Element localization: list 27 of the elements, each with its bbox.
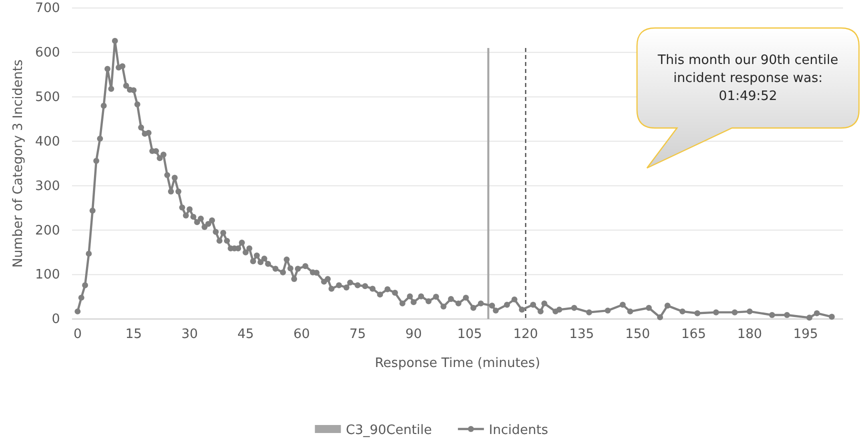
x-tick-label: 150 — [625, 327, 650, 342]
legend-label: C3_90Centile — [346, 423, 432, 438]
x-tick-label: 180 — [737, 327, 762, 342]
x-tick-label: 105 — [457, 327, 482, 342]
y-tick-label: 400 — [35, 134, 60, 150]
y-tick-label: 100 — [35, 268, 60, 283]
x-tick-label: 195 — [793, 327, 818, 342]
x-tick-label: 0 — [73, 327, 82, 342]
y-tick-label: 600 — [35, 46, 60, 61]
annotation: This month our 90th centile incident response was: 01:49:52 — [656, 53, 838, 104]
y-tick-label: 300 — [35, 178, 60, 194]
x-tick-label: 45 — [237, 327, 254, 342]
y-tick-label: 0 — [52, 312, 60, 328]
x-tick-label: 30 — [181, 327, 198, 342]
x-tick-label: 120 — [513, 327, 538, 342]
x-tick-label: 75 — [349, 327, 366, 342]
x-tick-label: 60 — [293, 327, 310, 342]
y-tick-label: 200 — [35, 223, 60, 238]
legend-label: Incidents — [488, 423, 548, 438]
x-tick-label: 135 — [569, 327, 594, 342]
y-tick-label: 700 — [35, 1, 60, 16]
y-axis-title: Number of Category 3 Incidents — [11, 59, 26, 268]
x-tick-label: 90 — [405, 327, 422, 342]
x-axis-title: Response Time (minutes) — [374, 356, 540, 371]
y-tick-label: 500 — [35, 90, 60, 106]
x-tick-label: 15 — [125, 327, 142, 342]
x-tick-label: 165 — [681, 327, 706, 342]
